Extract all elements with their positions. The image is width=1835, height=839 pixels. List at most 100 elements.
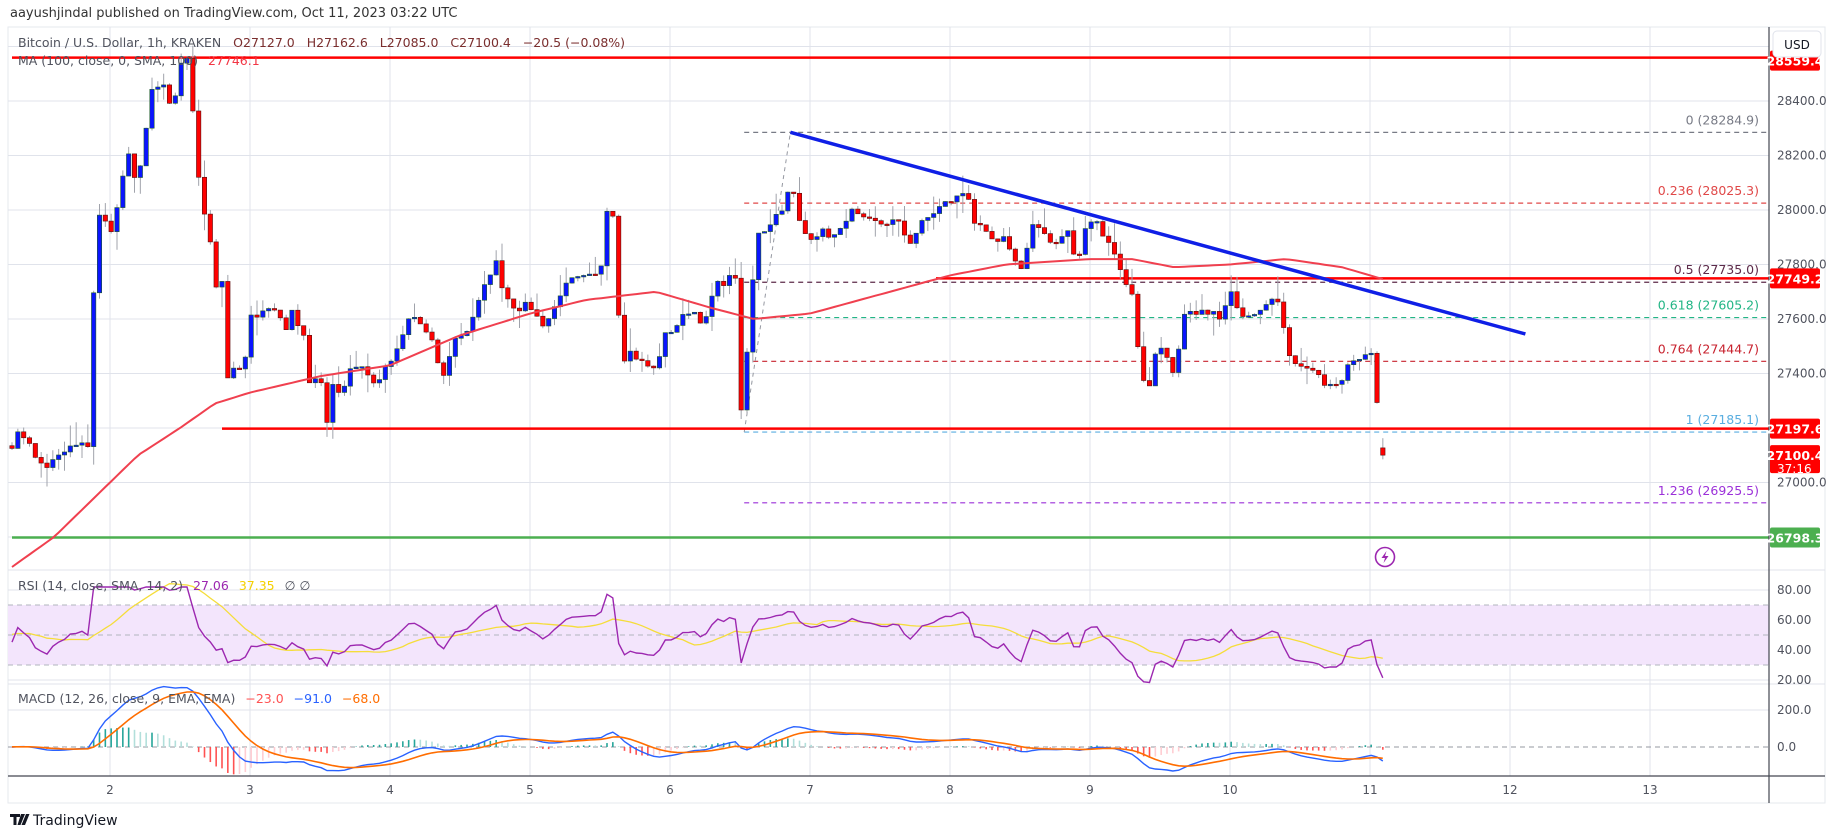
candle-down (861, 213, 867, 218)
candle-down (592, 273, 598, 276)
candle-up (347, 368, 353, 387)
badge-countdown: 37:16 (1777, 462, 1812, 476)
candle-up (161, 84, 167, 88)
candle-down (417, 317, 423, 325)
candle-up (569, 277, 575, 284)
candle-up (546, 318, 552, 327)
candle-up (1246, 315, 1252, 318)
candle-up (598, 265, 604, 275)
candle-down (1170, 357, 1176, 373)
candle-up (1094, 221, 1100, 224)
candle-up (260, 310, 266, 318)
time-axis-label: 13 (1642, 783, 1657, 797)
candle-up (1158, 347, 1164, 355)
signal-line (12, 691, 1383, 769)
candle-up (1199, 309, 1205, 315)
currency-button[interactable]: USD (1772, 30, 1822, 58)
tradingview-logo[interactable]: TradingView (10, 813, 118, 829)
candle-down (1018, 260, 1024, 269)
candle-down (1123, 269, 1129, 285)
candle-down (365, 366, 371, 376)
candle-up (709, 295, 715, 317)
candle-up (330, 384, 336, 423)
candle-down (901, 220, 907, 236)
candle-up (376, 379, 382, 384)
candle-down (1205, 309, 1211, 315)
time-axis-label: 12 (1502, 783, 1517, 797)
candle-down (283, 317, 289, 330)
candle-up (581, 275, 587, 278)
candle-up (843, 220, 849, 229)
candle-up (266, 308, 272, 312)
candle-down (1106, 235, 1112, 243)
candle-down (966, 193, 972, 200)
candle-down (237, 367, 243, 370)
candle-down (108, 220, 114, 232)
candle-up (691, 311, 697, 315)
price-axis-label: 28000.0 (1777, 203, 1827, 217)
candle-up (61, 451, 67, 456)
fibonacci-retracement[interactable]: 0 (28284.9) 0.236 (28025.3) 0.5 (27735.0) 0… (743, 112, 1769, 504)
lightning-icon[interactable] (1374, 546, 1396, 568)
candle-up (931, 213, 937, 218)
candle-down (697, 311, 703, 324)
candle-up (476, 299, 482, 318)
rsi-legend-extra: ∅ ∅ (285, 578, 311, 593)
time-axis-label: 8 (946, 783, 954, 797)
fib-level-label: 0 (28284.9) (1686, 112, 1759, 127)
candle-up (1327, 383, 1333, 387)
candle-up (726, 275, 732, 286)
candle-down (505, 287, 511, 300)
candle-down (732, 275, 738, 279)
legend-close: C27100.4 (450, 35, 510, 50)
macd-line (11, 685, 1384, 772)
price-axis-label: 27800.0 (1777, 258, 1827, 272)
badge-current-price: 27100.4 (1767, 448, 1824, 463)
badge-ma-resistance: 27749.2 (1767, 271, 1824, 286)
legend-symbol: Bitcoin / U.S. Dollar, 1h, KRAKEN (18, 35, 221, 50)
candle-up (849, 208, 855, 222)
rsi-axis-label: 60.00 (1777, 613, 1811, 627)
candle-down (872, 217, 878, 222)
rsi-axis-label: 20.00 (1777, 673, 1811, 687)
candle-down (1042, 227, 1048, 234)
candle-up (15, 431, 21, 449)
candle-down (435, 339, 441, 364)
candle-down (26, 437, 32, 444)
candle-up (406, 318, 412, 335)
candle-up (627, 350, 633, 362)
candle-down (102, 214, 108, 222)
candle-up (114, 207, 120, 232)
candle-down (995, 238, 1001, 242)
candle-up (785, 191, 791, 212)
candle-up (674, 325, 680, 333)
candle-up (1252, 314, 1258, 317)
candle-up (312, 378, 318, 384)
descending-trendline[interactable] (789, 130, 1526, 336)
horizontal-levels[interactable] (12, 56, 1769, 539)
candle-up (1211, 311, 1217, 315)
candle-down (1304, 365, 1310, 369)
rsi-sma-line (11, 583, 1383, 662)
candle-down (371, 374, 377, 384)
candle-up (172, 95, 178, 104)
candle-up (767, 224, 773, 232)
candle-up (184, 58, 190, 64)
candle-up (248, 314, 254, 358)
time-axis-label: 6 (666, 783, 674, 797)
candle-down (511, 298, 517, 309)
candle-down (213, 241, 219, 288)
candle-up (79, 442, 85, 446)
candle-up (563, 282, 569, 297)
price-axis-label: 27400.0 (1777, 367, 1827, 381)
chart-frame (7, 26, 1826, 804)
tradingview-logo-text: TradingView (32, 813, 118, 829)
candle-up (1088, 221, 1094, 229)
candle-down (1036, 224, 1042, 228)
candle-down (202, 176, 208, 215)
candle-up (954, 195, 960, 203)
candle-up (382, 366, 388, 380)
candle-down (167, 84, 173, 104)
